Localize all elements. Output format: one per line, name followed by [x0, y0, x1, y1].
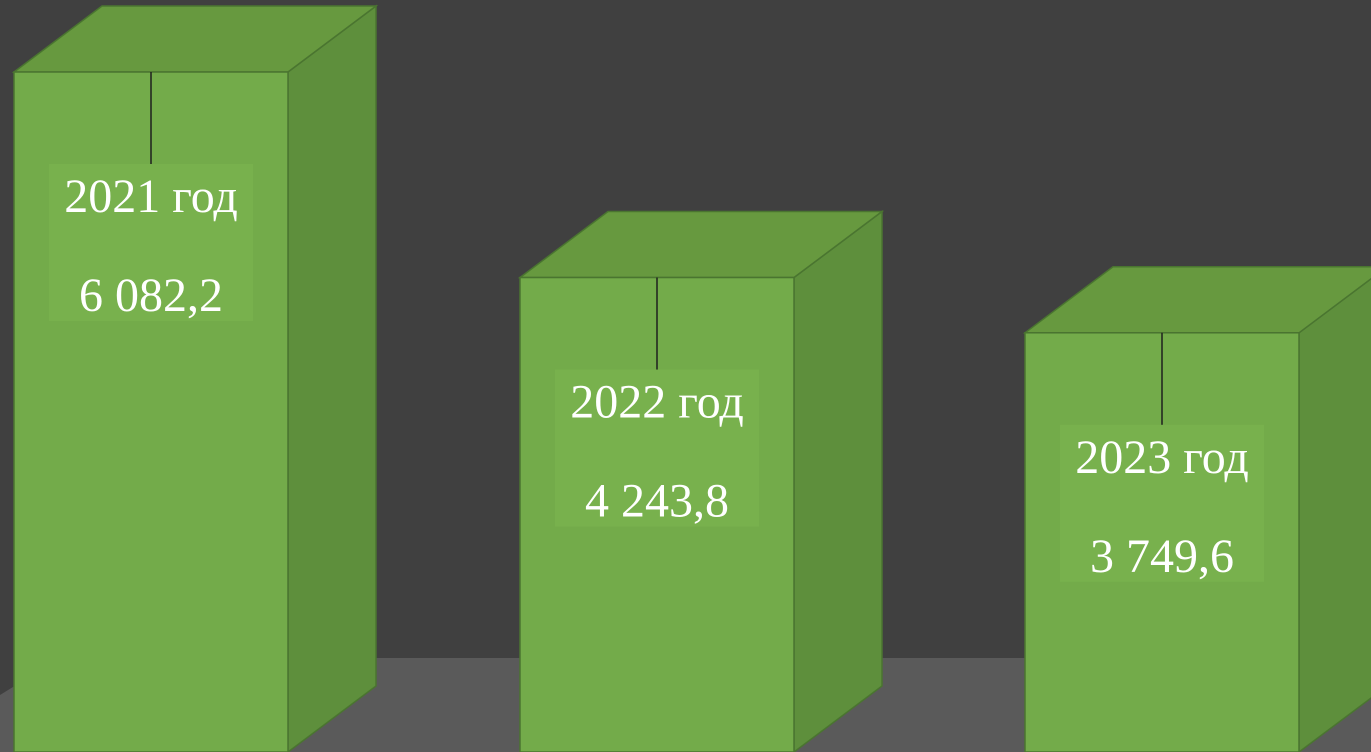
label-box [555, 369, 759, 527]
label-box [49, 164, 253, 321]
bar-side [793, 210, 883, 752]
bar-side [1298, 277, 1371, 752]
category-label: 2023 год [1075, 431, 1249, 484]
value-label: 4 243,8 [585, 475, 729, 528]
label-box [1060, 424, 1264, 582]
bar-2: 2022 год 4 243,8 [517, 210, 885, 752]
bar-side [287, 4, 377, 752]
value-label: 6 082,2 [79, 269, 223, 322]
category-label: 2021 год [64, 170, 238, 223]
bars-group: 2021 год 6 082,2 2022 год 4 243,8 2023 год 3 … [11, 4, 1371, 752]
value-label: 3 749,6 [1090, 530, 1234, 583]
category-label: 2022 год [570, 376, 744, 429]
bar-1: 2021 год 6 082,2 [11, 4, 379, 752]
bar-3: 2023 год 3 749,6 [1022, 266, 1371, 752]
